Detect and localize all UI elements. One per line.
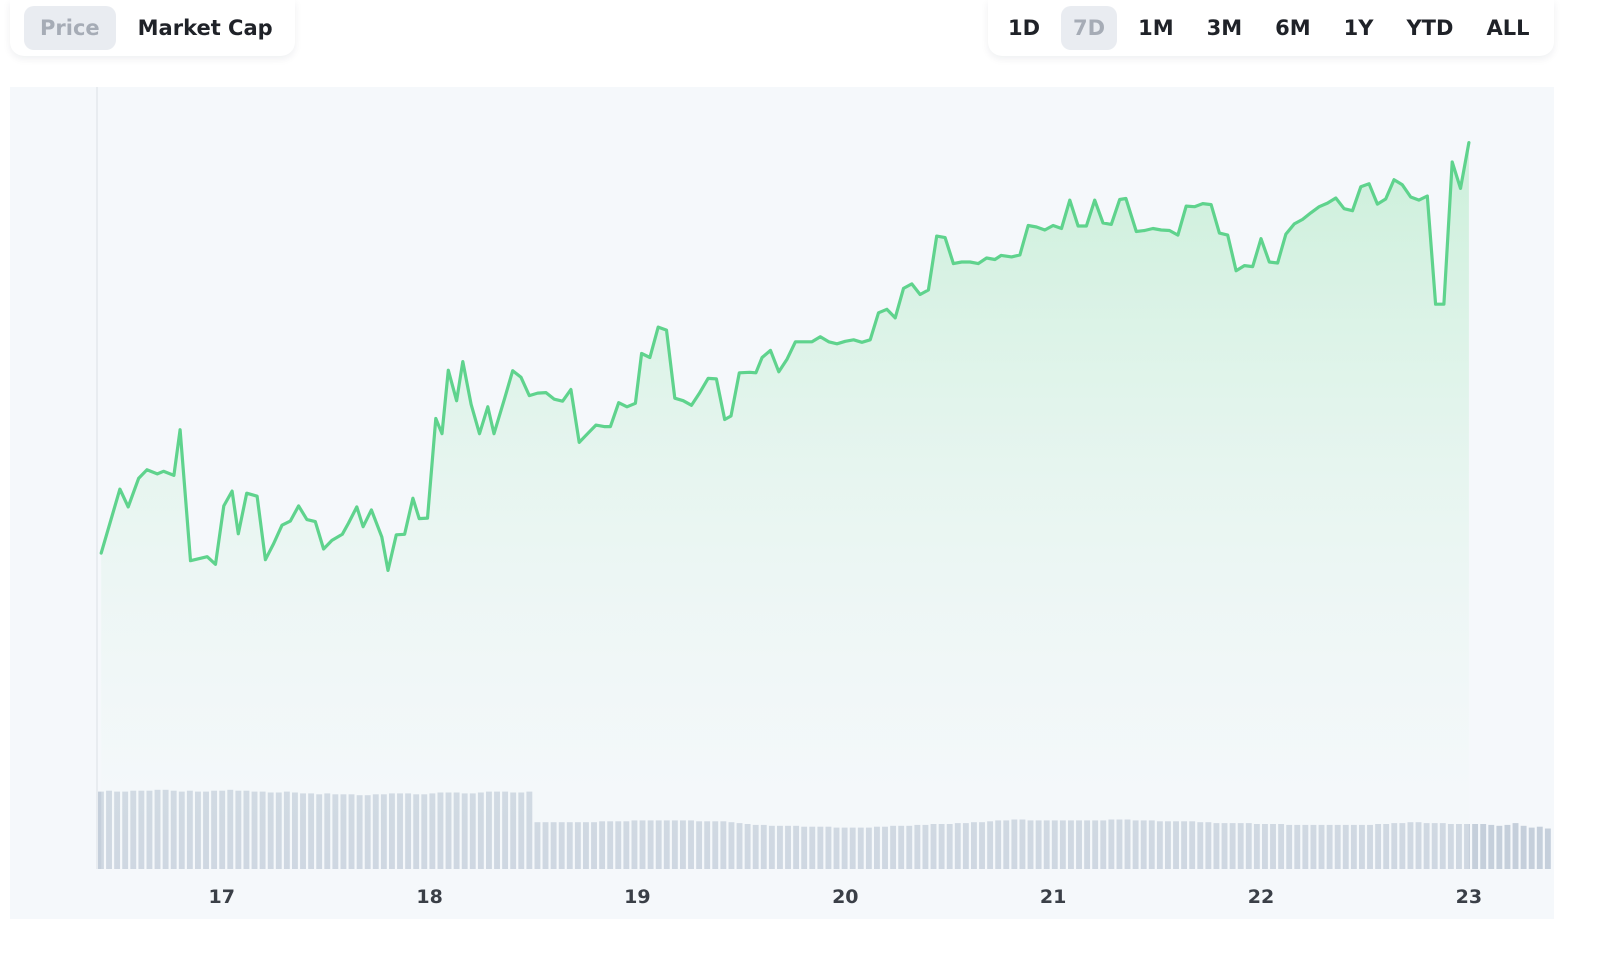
market-cap-toggle-button[interactable]: Market Cap: [137, 16, 273, 40]
range-1d-button[interactable]: 1D: [1008, 16, 1041, 40]
x-axis-ticks: 17 18 19 20 21 22 23: [208, 886, 1482, 908]
range-3m-button[interactable]: 3M: [1206, 16, 1243, 40]
x-tick-label: 21: [1040, 886, 1066, 908]
volume-bar: [1480, 824, 1487, 869]
metric-toggle: Price Market Cap: [10, 0, 295, 56]
volume-bar: [1496, 825, 1503, 869]
volume-bar: [1520, 825, 1527, 869]
volume-bar: [1536, 826, 1543, 869]
volume-bar: [1544, 828, 1551, 869]
price-chart[interactable]: 17 18 19 20 21 22 23: [10, 87, 1554, 919]
range-6m-button[interactable]: 6M: [1275, 16, 1311, 40]
range-1m-button[interactable]: 1M: [1138, 16, 1174, 40]
time-range-selector: 1D 7D 1M 3M 6M 1Y YTD ALL: [988, 0, 1554, 56]
range-1y-button[interactable]: 1Y: [1343, 16, 1374, 40]
range-ytd-button[interactable]: YTD: [1406, 16, 1454, 40]
price-line: [99, 141, 1471, 572]
volume-bar: [1528, 827, 1535, 869]
volume-bar: [1488, 824, 1495, 869]
price-area: [101, 142, 1469, 870]
x-tick-label: 23: [1456, 886, 1482, 908]
x-tick-label: 18: [416, 886, 442, 908]
price-toggle-button[interactable]: Price: [24, 6, 116, 50]
volume-bar: [98, 791, 104, 869]
range-all-button[interactable]: ALL: [1486, 16, 1530, 40]
x-tick-label: 22: [1248, 886, 1274, 908]
volume-bar: [1504, 824, 1511, 869]
volume-bar: [1472, 824, 1479, 869]
price-chart-svg: 17 18 19 20 21 22 23: [96, 87, 1551, 908]
x-tick-label: 19: [624, 886, 650, 908]
x-tick-label: 17: [208, 886, 234, 908]
volume-bar: [1512, 823, 1519, 869]
x-tick-label: 20: [832, 886, 858, 908]
range-7d-button[interactable]: 7D: [1061, 6, 1118, 50]
